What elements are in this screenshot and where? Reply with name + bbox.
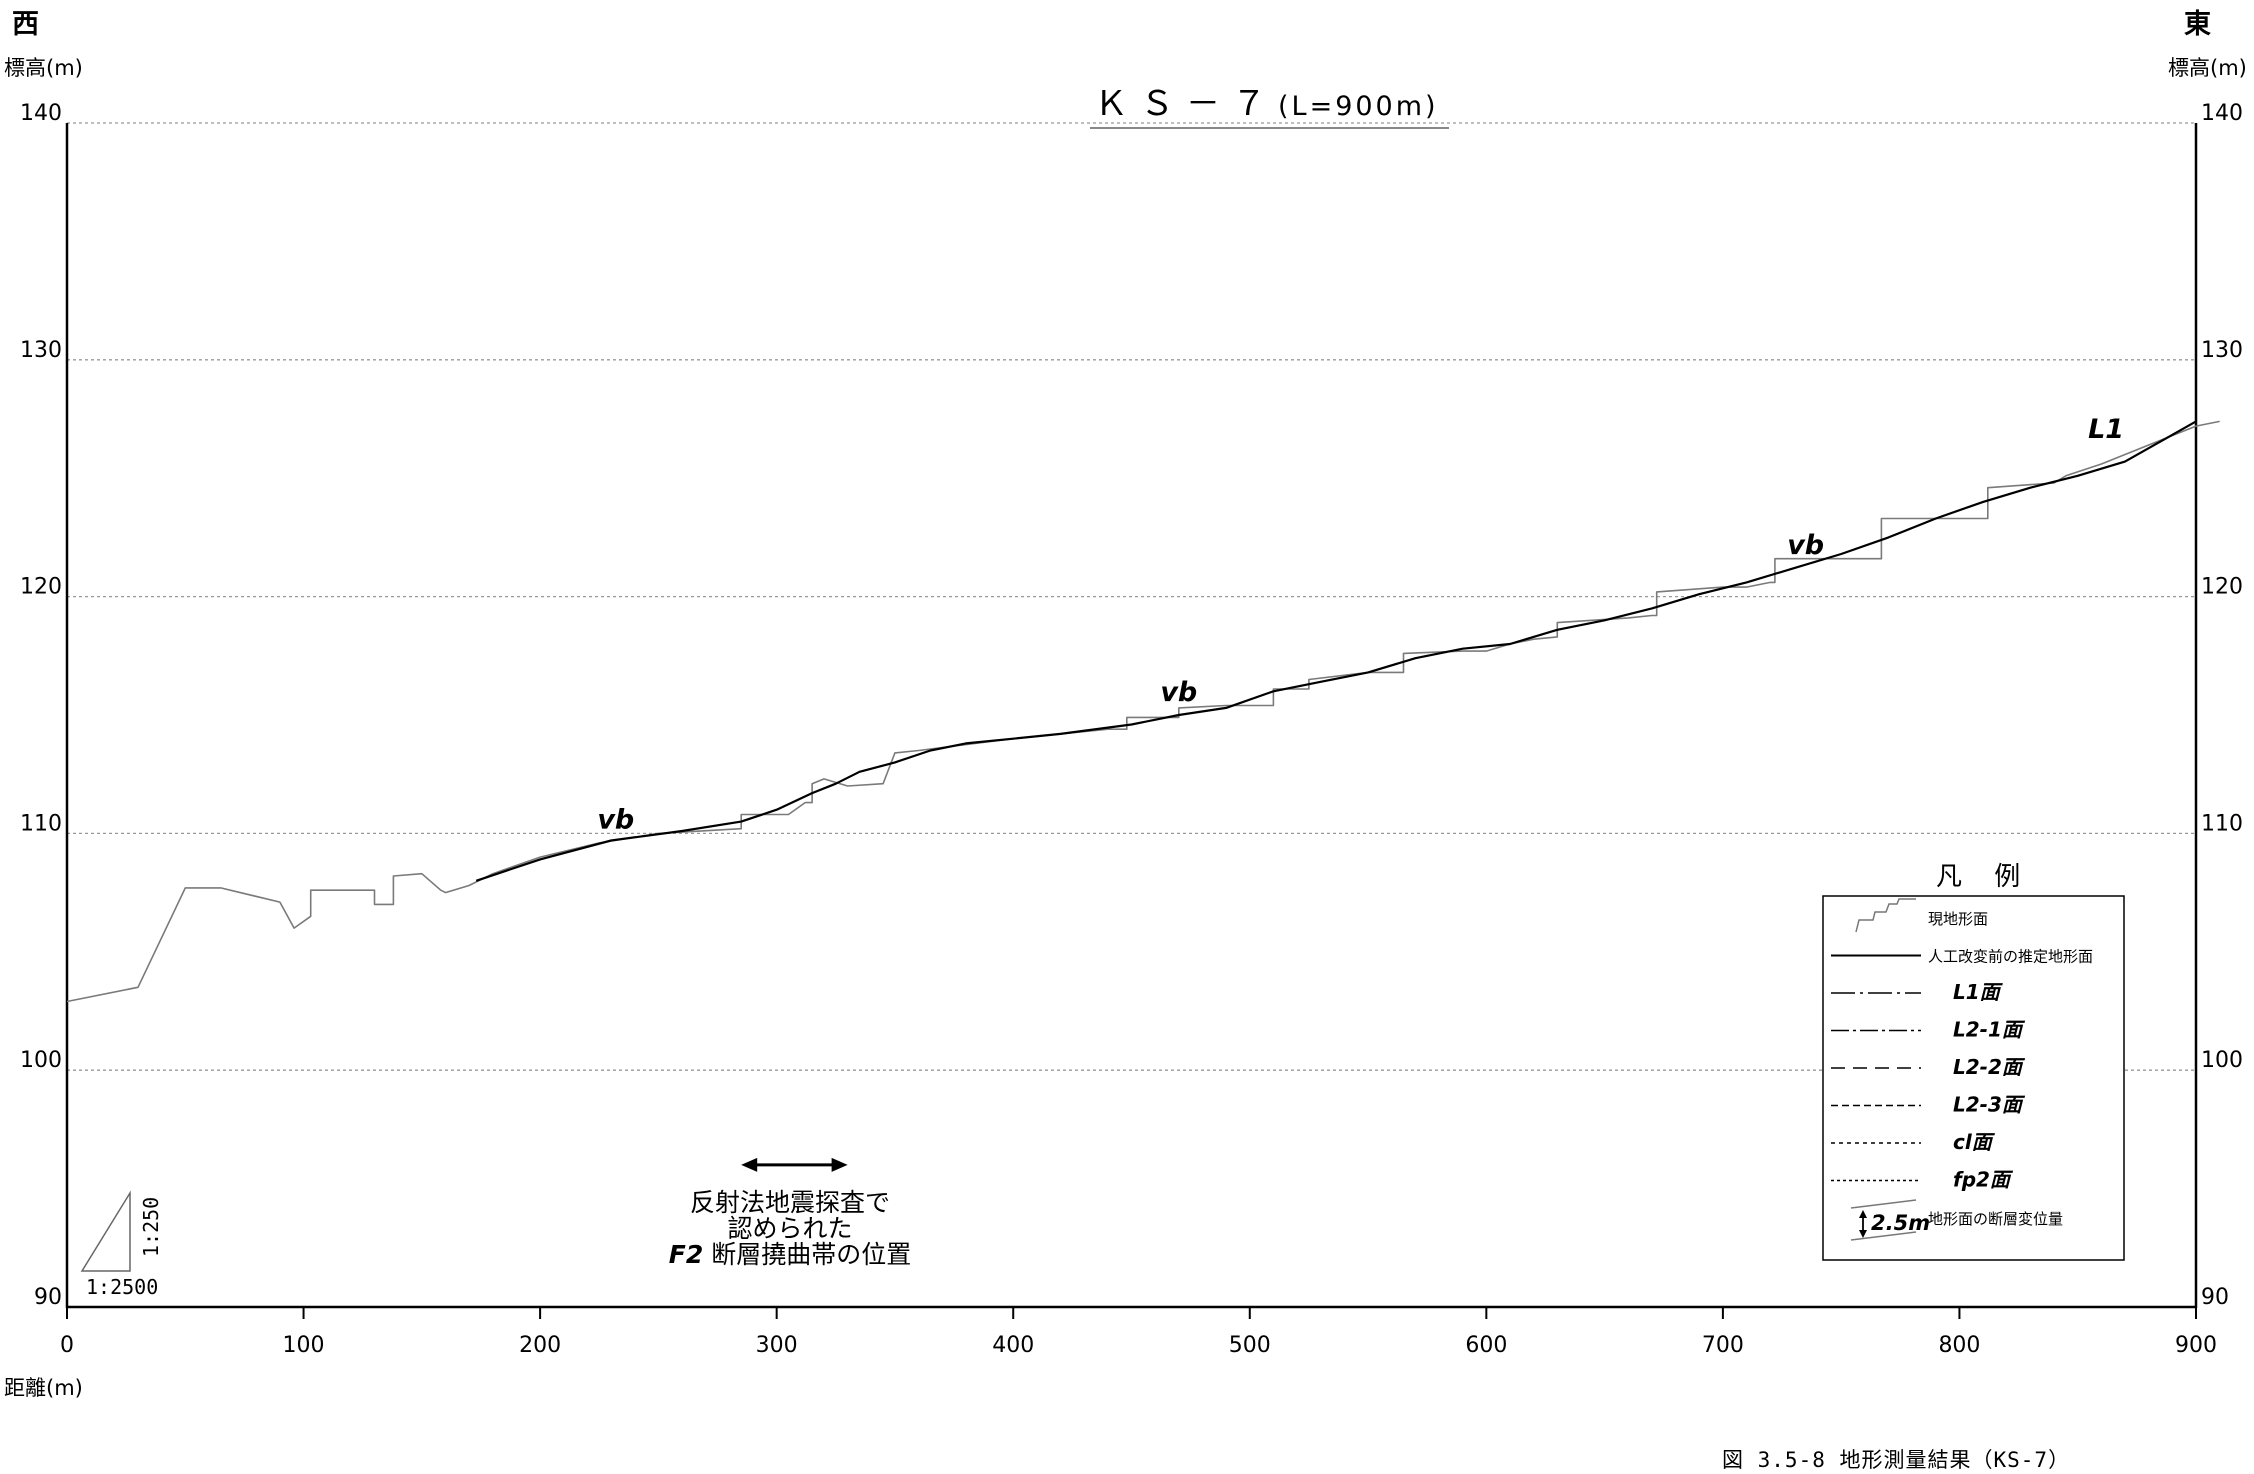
legend-item-label-5: L2-3面: [1953, 1093, 2026, 1117]
y-tick-label-right-130: 130: [2201, 338, 2243, 363]
x-tick-label-0: 0: [60, 1333, 74, 1358]
series-estimated-surface: [475, 420, 2197, 882]
x-tick-label-500: 500: [1229, 1333, 1271, 1358]
east-label: 東: [2184, 9, 2211, 40]
legend-item-label-0: 現地形面: [1928, 910, 1988, 928]
right-elevation-label: 標高(m): [2168, 56, 2247, 80]
scale-vertical-label: 1:250: [139, 1197, 163, 1257]
legend-sample-current-surface: [1855, 898, 1916, 933]
y-tick-label-left-140: 140: [20, 101, 62, 126]
legend-item-label-7: fp2面: [1953, 1168, 2014, 1192]
legend-item-label-6: cl面: [1953, 1130, 1996, 1154]
fault-range-arrow-right-head: [831, 1157, 848, 1172]
y-tick-label-left-100: 100: [20, 1048, 62, 1073]
distance-label: 距離(m): [4, 1376, 83, 1400]
y-tick-label-left-120: 120: [20, 575, 62, 600]
fault-range-arrow-left-head: [741, 1157, 758, 1172]
legend-item-label-3: L2-1面: [1953, 1018, 2026, 1042]
figure-caption: 図 3.5-8 地形測量結果（KS-7）: [1722, 1448, 2071, 1472]
chart-title-sub: (L=900m): [1278, 91, 1439, 122]
x-tick-label-300: 300: [756, 1333, 798, 1358]
annotation-line-3: F2 断層撓曲帯の位置: [660, 1242, 920, 1268]
y-tick-label-right-110: 110: [2201, 811, 2243, 836]
x-tick-label-900: 900: [2175, 1333, 2217, 1358]
legend-offset-sample-text: 2.5m: [1871, 1211, 1930, 1235]
scale-triangle: [80, 1190, 131, 1272]
left-elevation-label: 標高(m): [4, 56, 83, 80]
legend-offset-arrow-up: [1859, 1210, 1867, 1218]
x-tick-label-700: 700: [1702, 1333, 1744, 1358]
terrace-label-vb-0: vb: [597, 805, 634, 836]
x-tick-label-800: 800: [1938, 1333, 1980, 1358]
annotation-fault-desc: 断層撓曲帯の位置: [703, 1240, 912, 1269]
y-tick-label-right-140: 140: [2201, 101, 2243, 126]
legend-offset-upper-line: [1850, 1199, 1917, 1209]
chart-title-main: ＫＳ－７: [1094, 84, 1278, 124]
chart-title: ＫＳ－７(L=900m): [1090, 76, 1449, 129]
terrace-label-l1-3: L1: [2088, 414, 2124, 445]
legend-item-label-2: L1面: [1953, 980, 2004, 1004]
annotation-line-2: 認められた: [727, 1214, 853, 1243]
terrace-label-vb-1: vb: [1160, 677, 1197, 708]
legend-item-label-1: 人工改変前の推定地形面: [1928, 948, 2093, 966]
annotation-fault-name: F2: [668, 1240, 704, 1269]
y-tick-label-left-130: 130: [20, 338, 62, 363]
y-tick-label-left-110: 110: [20, 811, 62, 836]
scale-horizontal-label: 1:2500: [86, 1275, 158, 1299]
fault-zone-annotation: 反射法地震探査で 認められた F2 断層撓曲帯の位置: [660, 1190, 920, 1268]
series-current-surface: [66, 420, 2220, 1003]
y-tick-label-right-120: 120: [2201, 575, 2243, 600]
legend-offset-lower-line: [1850, 1231, 1917, 1241]
x-tick-label-600: 600: [1465, 1333, 1507, 1358]
x-tick-label-100: 100: [283, 1333, 325, 1358]
x-tick-label-400: 400: [992, 1333, 1034, 1358]
legend-item-label-4: L2-2面: [1953, 1055, 2026, 1079]
legend-box: [1822, 895, 2125, 1261]
annotation-line-1: 反射法地震探査で: [689, 1188, 890, 1217]
legend-item-label-8: 地形面の断層変位量: [1928, 1210, 2063, 1228]
x-tick-label-200: 200: [519, 1333, 561, 1358]
legend-title: 凡 例: [1936, 862, 2033, 892]
legend-offset-arrow-down: [1859, 1230, 1867, 1238]
y-tick-label-right-90: 90: [2201, 1285, 2229, 1310]
y-tick-label-right-100: 100: [2201, 1048, 2243, 1073]
y-tick-label-left-90: 90: [34, 1285, 62, 1310]
west-label: 西: [12, 9, 39, 40]
terrace-label-vb-2: vb: [1787, 530, 1824, 561]
